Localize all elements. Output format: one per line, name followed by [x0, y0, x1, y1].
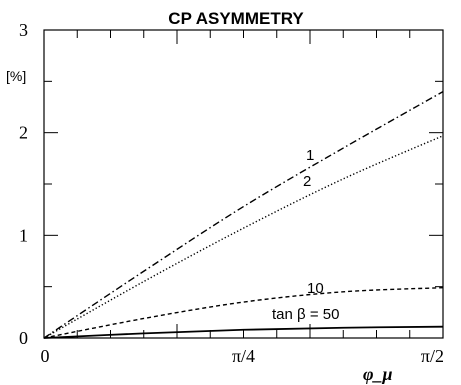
curve-label: 1 — [306, 147, 314, 164]
series-line — [43, 325, 444, 339]
series-line — [43, 90, 444, 339]
curve-label: 2 — [303, 173, 311, 190]
y-tick-label: 0 — [19, 328, 28, 348]
curve-label: tan β = 50 — [272, 306, 339, 323]
x-tick-label: π/4 — [232, 346, 255, 366]
y-tick-label: 3 — [19, 20, 28, 40]
chart-title: CP ASYMMETRY — [168, 9, 304, 28]
plot-frame — [43, 29, 444, 339]
y-tick-label: 2 — [19, 123, 28, 143]
curve-label: 10 — [307, 280, 324, 297]
axis-ticks — [43, 29, 444, 339]
tick-labels: 0 π/4 π/2 0 1 2 3 — [19, 20, 444, 366]
curve-labels: 1 2 10 tan β = 50 — [272, 147, 339, 323]
x-tick-label: 0 — [41, 346, 50, 366]
x-tick-label: π/2 — [421, 346, 444, 366]
x-axis-label: φ_μ — [363, 364, 393, 384]
series-line — [43, 286, 444, 339]
series-lines — [43, 90, 444, 339]
y-tick-label: 1 — [19, 225, 28, 245]
y-axis-label: [%] — [6, 68, 26, 84]
series-line — [43, 135, 444, 339]
